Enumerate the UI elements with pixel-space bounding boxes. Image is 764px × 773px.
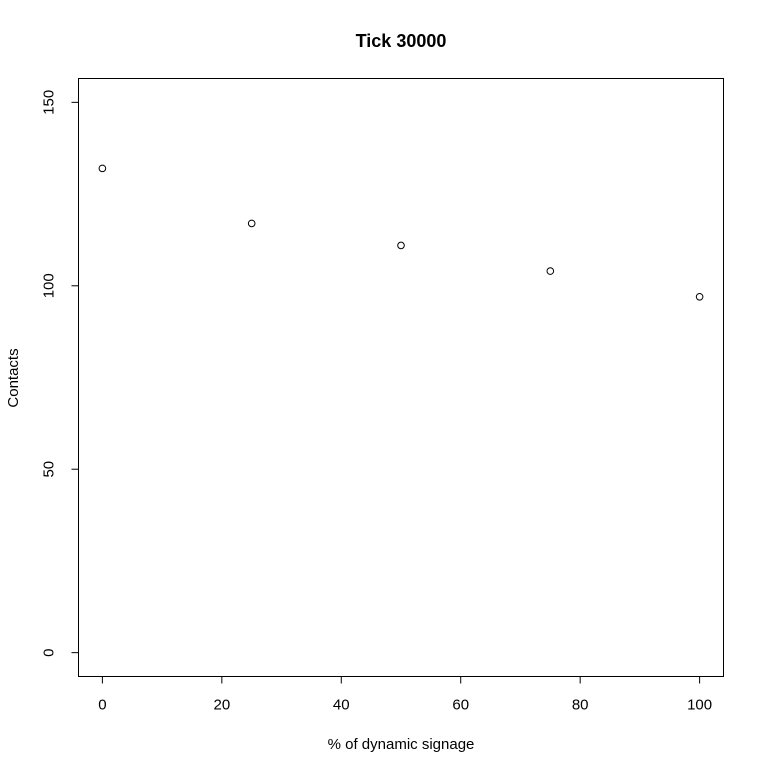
x-tick-label: 40 [333,697,350,714]
data-point [98,164,107,173]
y-tick-label: 50 [41,461,58,478]
x-tick-label: 60 [452,697,469,714]
y-tick-label: 0 [41,648,58,656]
data-point [247,219,256,228]
data-point [546,267,555,275]
y-axis: 0 50 100 150 [41,90,79,657]
x-tick-label: 0 [98,697,106,714]
plot-frame [78,78,724,677]
data-point [695,292,704,301]
x-axis-label: % of dynamic signage [328,736,475,753]
y-tick-label: 100 [41,273,58,298]
x-tick-label: 100 [687,697,712,714]
x-tick-label: 20 [213,697,230,714]
x-tick-label: 80 [572,697,589,714]
y-tick-label: 150 [41,90,58,115]
y-axis-label: Contacts [5,348,22,407]
chart-title: Tick 30000 [356,31,447,51]
data-points [98,164,704,301]
data-point [397,241,405,250]
x-axis: 0 20 40 60 80 100 [98,676,712,714]
